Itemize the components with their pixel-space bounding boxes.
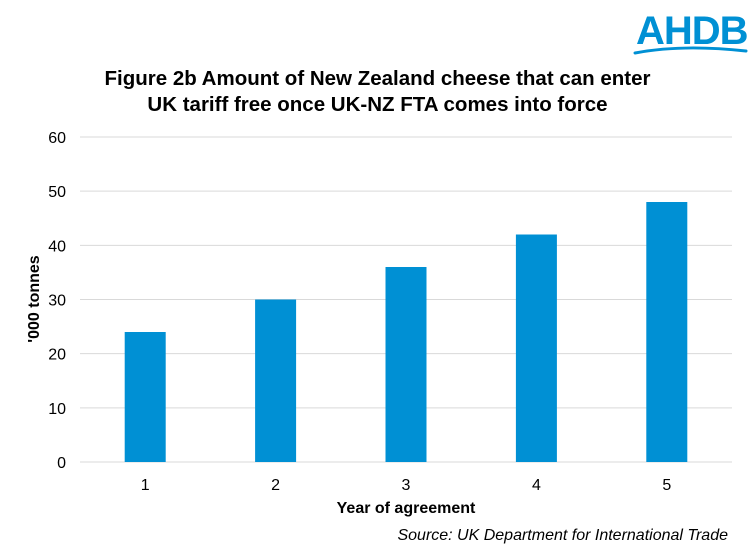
y-tick-label-0: 0 — [57, 455, 66, 472]
source-note: Source: UK Department for International … — [397, 527, 728, 544]
chart-title-line-1: Figure 2b Amount of New Zealand cheese t… — [104, 67, 651, 90]
y-axis-label: '000 tonnes — [26, 255, 43, 342]
logo-swoosh-icon — [633, 46, 748, 55]
y-tick-label-20: 20 — [48, 347, 66, 364]
bar-year-3 — [385, 267, 427, 462]
bar-year-5 — [646, 202, 688, 462]
x-tick-label-4: 4 — [532, 477, 541, 494]
y-tick-label-10: 10 — [48, 401, 66, 418]
bar-year-1 — [124, 332, 166, 462]
bars — [124, 202, 688, 462]
ahdb-logo-text: AHDB — [636, 9, 748, 53]
y-tick-labels: 0 10 20 30 40 50 60 — [48, 130, 66, 472]
y-tick-label-60: 60 — [48, 130, 66, 147]
x-tick-label-3: 3 — [402, 477, 411, 494]
x-axis-label: Year of agreement — [337, 500, 476, 517]
x-tick-label-5: 5 — [662, 477, 671, 494]
y-tick-label-50: 50 — [48, 184, 66, 201]
bar-year-4 — [515, 234, 557, 462]
y-tick-label-30: 30 — [48, 293, 66, 310]
x-tick-label-2: 2 — [271, 477, 280, 494]
y-tick-label-40: 40 — [48, 238, 66, 255]
ahdb-logo: AHDB — [633, 9, 749, 55]
chart-title: Figure 2b Amount of New Zealand cheese t… — [0, 66, 755, 118]
bar-year-2 — [255, 299, 297, 462]
x-tick-labels: 1 2 3 4 5 — [141, 477, 672, 494]
x-tick-label-1: 1 — [141, 477, 150, 494]
chart-title-line-2: UK tariff free once UK-NZ FTA comes into… — [147, 93, 608, 116]
